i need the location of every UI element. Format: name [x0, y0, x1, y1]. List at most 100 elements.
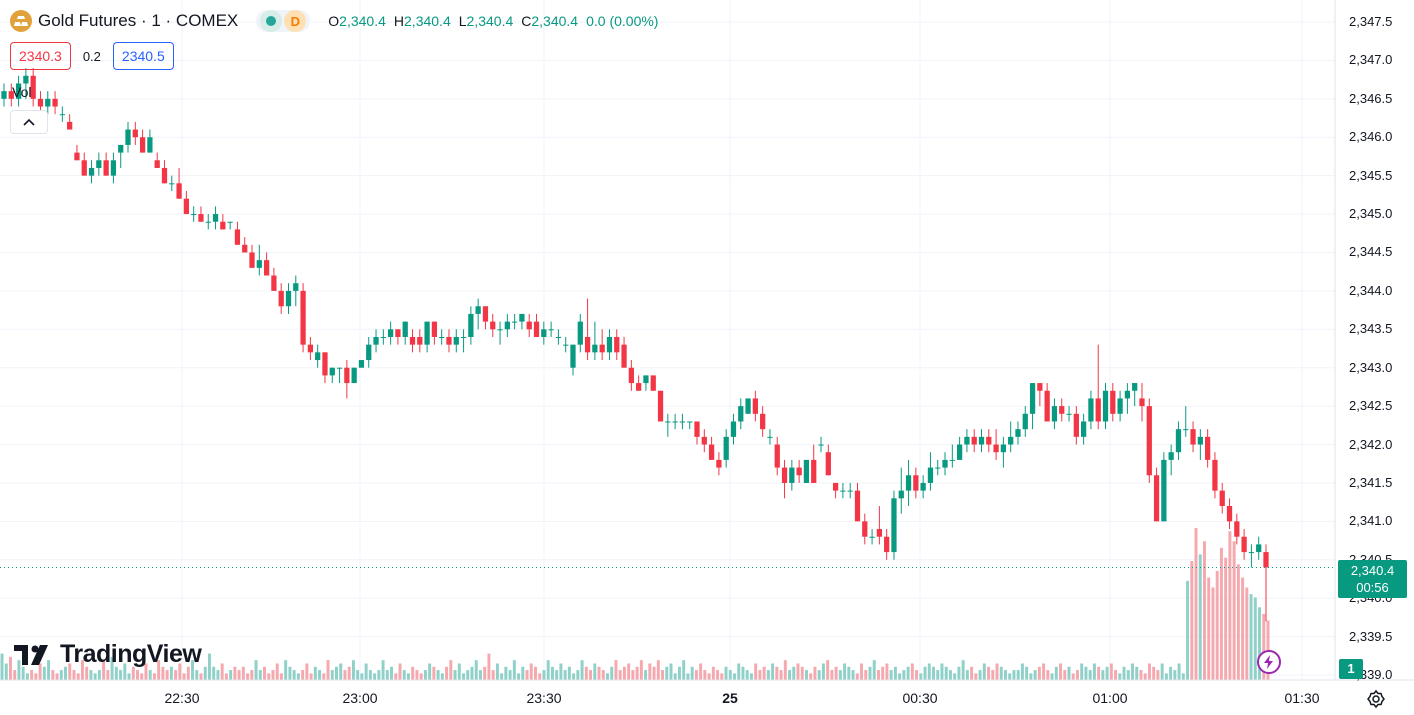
candle-body	[263, 260, 270, 276]
volume-bar	[762, 666, 766, 680]
candle-body	[402, 321, 408, 337]
volume-bar	[487, 653, 491, 680]
candle-body	[366, 344, 372, 361]
volume-bar	[872, 660, 876, 680]
candle-body	[512, 321, 518, 323]
candle-body	[278, 290, 284, 307]
candle-body	[1161, 459, 1167, 522]
spread-value: 0.2	[82, 48, 101, 64]
volume-bar	[1071, 673, 1075, 680]
candle-body	[1015, 429, 1021, 437]
volume-bar	[948, 670, 952, 680]
candle-body	[745, 398, 751, 414]
volume-bar	[631, 670, 635, 680]
volume-bar	[1080, 663, 1084, 680]
volume-bar	[106, 670, 110, 680]
volume-bar	[207, 653, 211, 680]
volume-bar	[851, 670, 855, 680]
volume-bar	[605, 673, 609, 680]
volume-bar	[1114, 670, 1118, 680]
candle-body	[636, 383, 642, 391]
volume-bar	[97, 670, 101, 680]
volume-bar	[38, 663, 42, 680]
candle-body	[1146, 406, 1152, 476]
volume-bar	[64, 666, 67, 680]
candle-body	[424, 321, 430, 345]
candle-body	[322, 352, 328, 376]
candle-body	[1022, 413, 1028, 430]
candle-body	[103, 160, 109, 176]
volume-bar	[330, 670, 334, 680]
candle-body	[533, 321, 540, 337]
collapse-legend-button[interactable]	[10, 110, 48, 134]
candle-body	[803, 459, 810, 483]
candle-body	[380, 336, 386, 338]
volume-bar	[470, 666, 474, 680]
candle-body	[351, 367, 357, 384]
volume-bar	[720, 673, 724, 680]
volume-bar	[550, 666, 554, 680]
tradingview-logo[interactable]: TradingView	[14, 640, 202, 669]
volume-bars	[0, 528, 1270, 680]
volume-bar	[665, 666, 669, 680]
buy-button[interactable]: 2340.5	[112, 42, 174, 70]
volume-bar	[385, 670, 389, 680]
volume-bar	[517, 673, 521, 680]
volume-bar	[394, 673, 398, 680]
volume-bar	[783, 660, 787, 680]
volume-bar	[390, 666, 394, 680]
volume-bar	[618, 670, 622, 680]
candle-body	[139, 137, 146, 153]
candle-body	[154, 160, 160, 168]
volume-bar	[55, 673, 59, 680]
volume-bar	[1029, 673, 1033, 680]
volume-bar	[85, 666, 89, 680]
volume-bar	[250, 670, 254, 680]
current-price-label: 2,340.4 00:56	[1338, 560, 1407, 598]
volume-bar	[584, 666, 588, 680]
candle-body	[256, 260, 262, 268]
volume-bar	[495, 663, 499, 680]
candle-body	[460, 336, 467, 338]
volume-bar	[301, 670, 305, 680]
volume-bar	[1067, 666, 1071, 680]
candle-body	[220, 221, 226, 230]
candle-body	[1088, 398, 1094, 422]
candle-body	[1226, 505, 1233, 522]
volume-bar	[699, 663, 703, 680]
sell-button[interactable]: 2340.3	[10, 42, 71, 70]
candle-body	[198, 214, 204, 222]
volume-bar	[1207, 577, 1211, 680]
volume-bar	[1241, 577, 1245, 680]
chevron-up-icon	[23, 118, 35, 126]
candle-body	[738, 406, 744, 422]
volume-bar	[987, 666, 991, 680]
settings-gear-icon[interactable]	[1366, 689, 1386, 709]
volume-bar	[1025, 666, 1029, 680]
candle-body	[1168, 452, 1174, 460]
volume-bar	[542, 670, 546, 680]
candle-body	[1102, 390, 1109, 422]
price-tick-label: 2,341.5	[1349, 474, 1393, 490]
volume-bar	[318, 670, 322, 680]
volume-bar	[445, 666, 449, 680]
lightning-icon[interactable]	[1257, 650, 1281, 674]
symbol-title[interactable]: Gold Futures · 1 · COMEX	[38, 11, 239, 30]
volume-bar	[356, 670, 360, 680]
time-tick-label: 00:30	[902, 690, 938, 706]
candle-body	[271, 275, 277, 291]
volume-bar	[1224, 557, 1228, 680]
volume-bar	[80, 660, 84, 680]
volume-bar	[1219, 547, 1223, 680]
volume-bar	[1122, 666, 1126, 680]
market-status-pill[interactable]: D	[256, 10, 311, 32]
volume-bar	[1084, 666, 1088, 680]
candle-body	[395, 329, 401, 337]
volume-bar	[652, 666, 656, 680]
volume-bar	[745, 670, 749, 680]
volume-bar	[1181, 673, 1185, 680]
candle-body	[796, 467, 802, 476]
candle-body	[52, 98, 58, 107]
volume-bar	[902, 670, 906, 680]
